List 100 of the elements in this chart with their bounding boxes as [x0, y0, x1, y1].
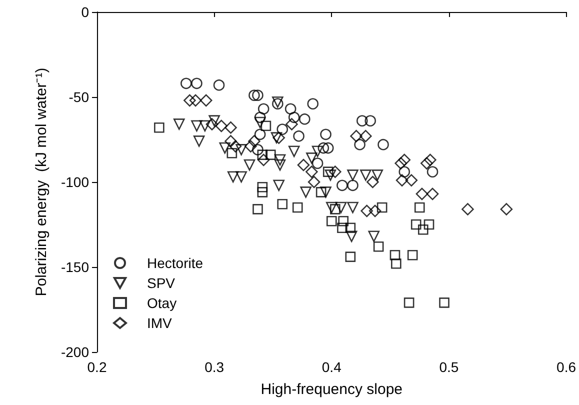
point: [404, 298, 414, 308]
legend-label: Otay: [147, 295, 177, 311]
point: [414, 202, 425, 213]
point: [391, 258, 402, 269]
point: [292, 202, 303, 213]
legend-label: SPV: [147, 275, 176, 291]
point: [224, 121, 237, 134]
point: [345, 252, 356, 262]
point: [273, 180, 284, 192]
point: [306, 166, 318, 178]
point: [215, 120, 228, 132]
y-tick-label: 0: [81, 4, 90, 20]
point: [364, 115, 376, 126]
point: [257, 150, 268, 160]
point: [336, 180, 348, 192]
y-axis-title: Polarizing energy (kJ mol water⁻¹): [33, 68, 50, 296]
point: [366, 176, 379, 188]
point: [394, 157, 407, 170]
point: [200, 94, 212, 107]
point: [286, 118, 298, 130]
y-tick-label: -200: [60, 344, 90, 360]
point: [306, 152, 318, 164]
point: [316, 187, 326, 198]
point: [424, 219, 434, 230]
point: [260, 120, 272, 132]
point: [373, 241, 384, 252]
point: [272, 132, 285, 144]
point: [254, 112, 266, 124]
x-tick-label: 0.3: [204, 359, 224, 375]
point: [154, 122, 164, 133]
point: [360, 130, 372, 142]
point: [335, 202, 347, 214]
point: [270, 132, 282, 144]
point: [462, 203, 474, 216]
point: [322, 142, 334, 154]
point: [244, 159, 256, 171]
point: [378, 138, 389, 150]
point: [347, 170, 358, 181]
point: [312, 158, 324, 169]
legend-label: IMV: [147, 315, 173, 331]
point: [300, 186, 312, 198]
y-tick-label: -50: [68, 89, 90, 105]
y-tick-label: -100: [60, 174, 90, 190]
point: [184, 94, 196, 107]
point: [500, 203, 513, 216]
point: [350, 130, 362, 142]
point: [257, 182, 268, 192]
point: [244, 140, 257, 152]
x-tick-label: 0.2: [87, 359, 107, 375]
point: [320, 186, 332, 198]
point: [284, 103, 296, 115]
point: [347, 202, 358, 214]
point: [329, 166, 342, 178]
point: [173, 118, 185, 130]
point: [276, 124, 288, 135]
x-axis-title: High-frequency slope: [260, 381, 403, 398]
point: [356, 115, 368, 126]
point: [360, 170, 372, 181]
point: [396, 174, 408, 186]
point: [226, 148, 238, 158]
point: [219, 142, 231, 154]
point: [257, 187, 268, 198]
point: [407, 250, 418, 260]
point: [229, 140, 242, 152]
point: [368, 204, 382, 218]
point: [307, 98, 319, 110]
point: [227, 171, 239, 183]
point: [252, 204, 263, 214]
point: [258, 103, 270, 115]
point: [326, 216, 337, 226]
point: [254, 128, 266, 140]
point: [372, 170, 384, 181]
point: [330, 204, 340, 214]
point: [193, 136, 205, 147]
point: [368, 230, 380, 242]
point: [274, 154, 286, 166]
point: [224, 135, 237, 148]
point: [191, 78, 202, 90]
point: [398, 154, 411, 166]
point: [288, 146, 300, 158]
point: [405, 174, 418, 186]
point: [308, 176, 320, 188]
point: [426, 188, 439, 200]
point: [439, 298, 450, 308]
point: [236, 171, 247, 183]
point: [199, 120, 211, 132]
x-tick-label: 0.5: [439, 359, 459, 375]
point: [360, 204, 373, 218]
point: [410, 219, 422, 230]
x-tick-label: 0.6: [556, 359, 576, 375]
point: [376, 202, 388, 213]
point: [322, 166, 334, 177]
point: [398, 166, 410, 178]
point: [265, 150, 276, 160]
point: [337, 222, 348, 234]
point: [326, 202, 338, 214]
point: [213, 79, 225, 91]
x-tick-label: 0.4: [322, 359, 342, 375]
point: [191, 120, 202, 132]
point: [252, 144, 264, 156]
